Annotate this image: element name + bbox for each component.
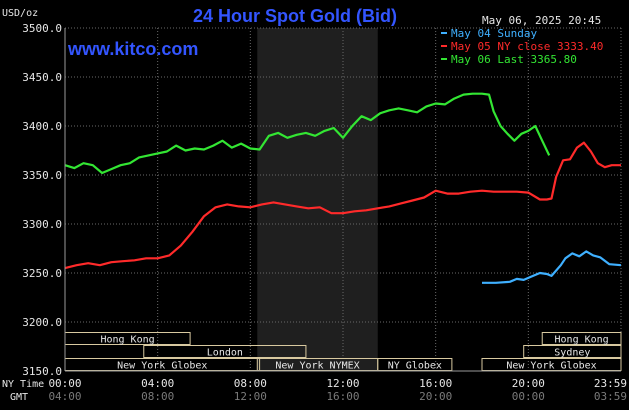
- session-label: Hong Kong: [100, 335, 154, 346]
- chart-title: 24 Hour Spot Gold (Bid): [193, 6, 397, 26]
- session-label: New York NYMEX: [275, 361, 359, 372]
- datetime-stamp: May 06, 2025 20:45: [482, 14, 601, 27]
- y-tick-label: 3500.0: [22, 22, 62, 35]
- y-tick-label: 3350.0: [22, 169, 62, 182]
- series-line-1: [482, 250, 622, 284]
- session-label: Hong Kong: [555, 335, 609, 346]
- session-box: [523, 345, 622, 358]
- session-box: [143, 345, 307, 358]
- y-tick-label: 3250.0: [22, 267, 62, 280]
- x-tick-label-gmt: 04:00: [48, 390, 81, 403]
- gmt-row-label: GMT: [10, 392, 28, 403]
- x-tick-label-gmt: 08:00: [141, 390, 174, 403]
- x-tick-label-gmt: 00:00: [512, 390, 545, 403]
- x-tick-label-gmt: 20:00: [419, 390, 452, 403]
- series-line-2: [64, 141, 621, 270]
- x-tick-label-ny: 12:00: [326, 377, 359, 390]
- x-tick-label-ny: 20:00: [512, 377, 545, 390]
- y-tick-label: 3300.0: [22, 218, 62, 231]
- x-tick-label-ny: 04:00: [141, 377, 174, 390]
- session-label: London: [207, 348, 243, 359]
- nymex-session-shade: [257, 28, 378, 371]
- legend-label: May 05 NY close 3333.40: [451, 40, 603, 53]
- y-tick-label: 3450.0: [22, 71, 62, 84]
- legend-label: May 06 Last 3365.80: [451, 53, 577, 66]
- session-label: New York Globex: [117, 361, 207, 372]
- session-label: Sydney: [554, 348, 590, 359]
- y-tick-label: 3150.0: [22, 365, 62, 378]
- session-label: New York Globex: [506, 361, 596, 372]
- x-tick-label-ny: 23:59: [594, 377, 627, 390]
- x-tick-label-ny: 16:00: [419, 377, 452, 390]
- y-tick-label: 3400.0: [22, 120, 62, 133]
- x-tick-label-gmt: 12:00: [234, 390, 267, 403]
- session-label: NY Globex: [388, 361, 442, 372]
- unit-label: USD/oz: [2, 8, 38, 19]
- legend-label: May 04 Sunday: [451, 27, 537, 40]
- y-tick-label: 3200.0: [22, 316, 62, 329]
- source-link[interactable]: www.kitco.com: [67, 39, 198, 59]
- x-tick-label-gmt: 03:59: [594, 390, 627, 403]
- x-tick-label-ny: 00:00: [48, 377, 81, 390]
- x-tick-label-gmt: 16:00: [326, 390, 359, 403]
- session-box: [541, 332, 622, 345]
- x-tick-label-ny: 08:00: [234, 377, 267, 390]
- ny-time-row-label: NY Time: [2, 379, 44, 390]
- series-line-3: [64, 92, 551, 175]
